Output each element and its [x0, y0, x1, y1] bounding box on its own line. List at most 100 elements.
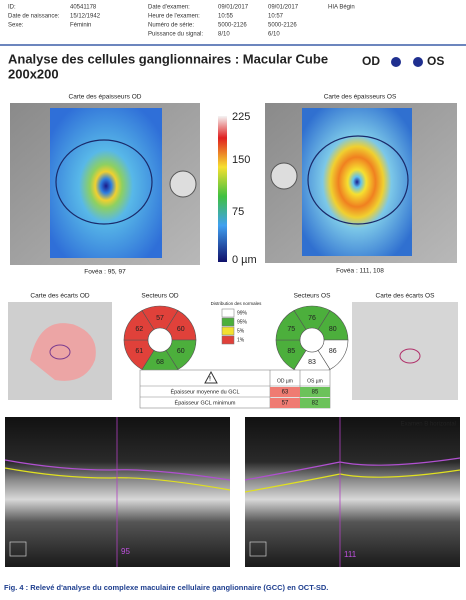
scale-label: 0 µm [232, 254, 257, 266]
sector-value: 62 [135, 326, 143, 333]
value: 5000-2126 [268, 23, 297, 29]
map-title: Carte des écarts OD [30, 293, 90, 300]
scan-title: Examen B horizontal [401, 422, 456, 428]
fovea: Fovéa : 95, 97 [84, 269, 126, 276]
sector-value: 86 [329, 348, 337, 355]
row-label: Épaisseur GCL minimum [175, 399, 236, 406]
legend-label: 99% [237, 310, 248, 316]
warning-icon [204, 370, 218, 384]
sector-value: 61 [135, 348, 143, 355]
sector-value: 57 [156, 315, 164, 322]
legend-label: 95% [237, 319, 248, 325]
grid-ellipse [49, 344, 71, 360]
legend-swatch [221, 326, 235, 336]
deviation-map [352, 302, 458, 400]
map-title: Carte des épaisseurs OS [324, 94, 397, 101]
marker-label: 95 [121, 547, 130, 556]
cell-bg [300, 398, 330, 408]
title: 200x200 [8, 66, 59, 81]
sector-value: 60 [177, 348, 185, 355]
exam-info: Date d'examen: 09/01/2017 09/01/2017 Heure … [148, 5, 299, 38]
cell-value: 63 [282, 390, 289, 396]
grid-ellipse [307, 135, 409, 225]
fovea: Fovéa : 111, 108 [336, 268, 384, 275]
grid-ellipse [55, 139, 153, 225]
value: 10:55 [218, 14, 234, 20]
value: 40541178 [70, 5, 97, 11]
sector-value: 60 [177, 326, 185, 333]
cell-bg [300, 387, 330, 397]
cell-bg [270, 387, 300, 397]
legend-label: 1% [237, 337, 245, 343]
label: Date d'examen: [148, 5, 190, 11]
eye-dot [413, 57, 423, 67]
label: Date de naissance: [8, 14, 60, 20]
table-body: Épaisseur moyenne du GCL 63 85 Épaisseur GC… [170, 387, 330, 408]
sector-value: 76 [308, 315, 316, 322]
column-header: OS µm [307, 378, 323, 384]
sector-center [299, 327, 325, 353]
header: ID: Date de naissance: Sexe: 40541178 15… [0, 5, 466, 46]
sector-value: 80 [329, 326, 337, 333]
map-title: Carte des épaisseurs OD [69, 94, 142, 101]
legend: 99% 95% 5% 1% [221, 308, 248, 345]
b-scan [245, 417, 460, 567]
sector-chart: 76 80 86 83 85 75 [275, 305, 349, 375]
label: Heure de l'examen: [148, 14, 200, 20]
legend-title: Distribution des normales [211, 301, 263, 306]
row-label: Épaisseur moyenne du GCL [170, 388, 239, 395]
cell-value: 82 [312, 401, 319, 407]
value: 15/12/1942 [70, 14, 101, 20]
sector-title: Secteurs OS [294, 293, 332, 300]
map-title: Carte des écarts OS [376, 293, 436, 300]
value: 5000-2126 [218, 23, 247, 29]
legend-swatch [221, 335, 235, 345]
value: 09/01/2017 [218, 5, 249, 11]
caption: Fig. 4 : Relevé d'analyse du complexe ma… [4, 583, 328, 592]
sector-chart: 57 60 60 68 61 62 [123, 305, 197, 375]
segmentation-line [4, 467, 231, 491]
sector-center [147, 327, 173, 353]
scale-label: 225 [232, 111, 250, 123]
optic-disc [270, 162, 298, 190]
table: ! OD µm OS µm Épaisseur moyenne du GCL 63… [139, 369, 331, 409]
optic-disc [169, 170, 197, 198]
scale-label: 150 [232, 154, 250, 166]
eye-label: OS [427, 54, 444, 68]
value: 6/10 [268, 32, 280, 38]
label: Puissance du signal: [148, 32, 203, 38]
value: 09/01/2017 [268, 5, 299, 11]
orientation-icon [9, 541, 27, 557]
sector-title: Secteurs OD [141, 293, 179, 300]
sector-value: 83 [308, 359, 316, 366]
cell-bg [270, 398, 300, 408]
label: Sexe: [8, 23, 24, 29]
warning-mark: ! [209, 377, 211, 383]
eye-label: OD [362, 54, 380, 68]
cell-value: 57 [282, 401, 289, 407]
value: 8/10 [218, 32, 230, 38]
b-scan [5, 417, 230, 567]
thickness-map [50, 108, 162, 258]
legend-swatch [221, 317, 235, 327]
legend-label: 5% [237, 328, 245, 334]
scale-label: 75 [232, 206, 244, 218]
label: ID: [8, 5, 16, 11]
deviation-area [30, 323, 96, 381]
sector-value: 68 [156, 359, 164, 366]
thickness-map [302, 108, 412, 256]
label: Numéro de série: [148, 23, 194, 29]
title: Analyse des cellules ganglionnaires : Ma… [8, 51, 328, 66]
sector-value: 85 [287, 348, 295, 355]
value: Féminin [70, 23, 91, 29]
eye-dot [391, 57, 401, 67]
color-scale [218, 116, 227, 262]
legend-swatch [221, 308, 235, 318]
column-header: OD µm [277, 378, 293, 384]
cell-value: 85 [312, 390, 319, 396]
site: HIA Bégin [328, 5, 355, 11]
segmentation-line [4, 459, 231, 481]
marker-label: 111 [344, 550, 357, 559]
